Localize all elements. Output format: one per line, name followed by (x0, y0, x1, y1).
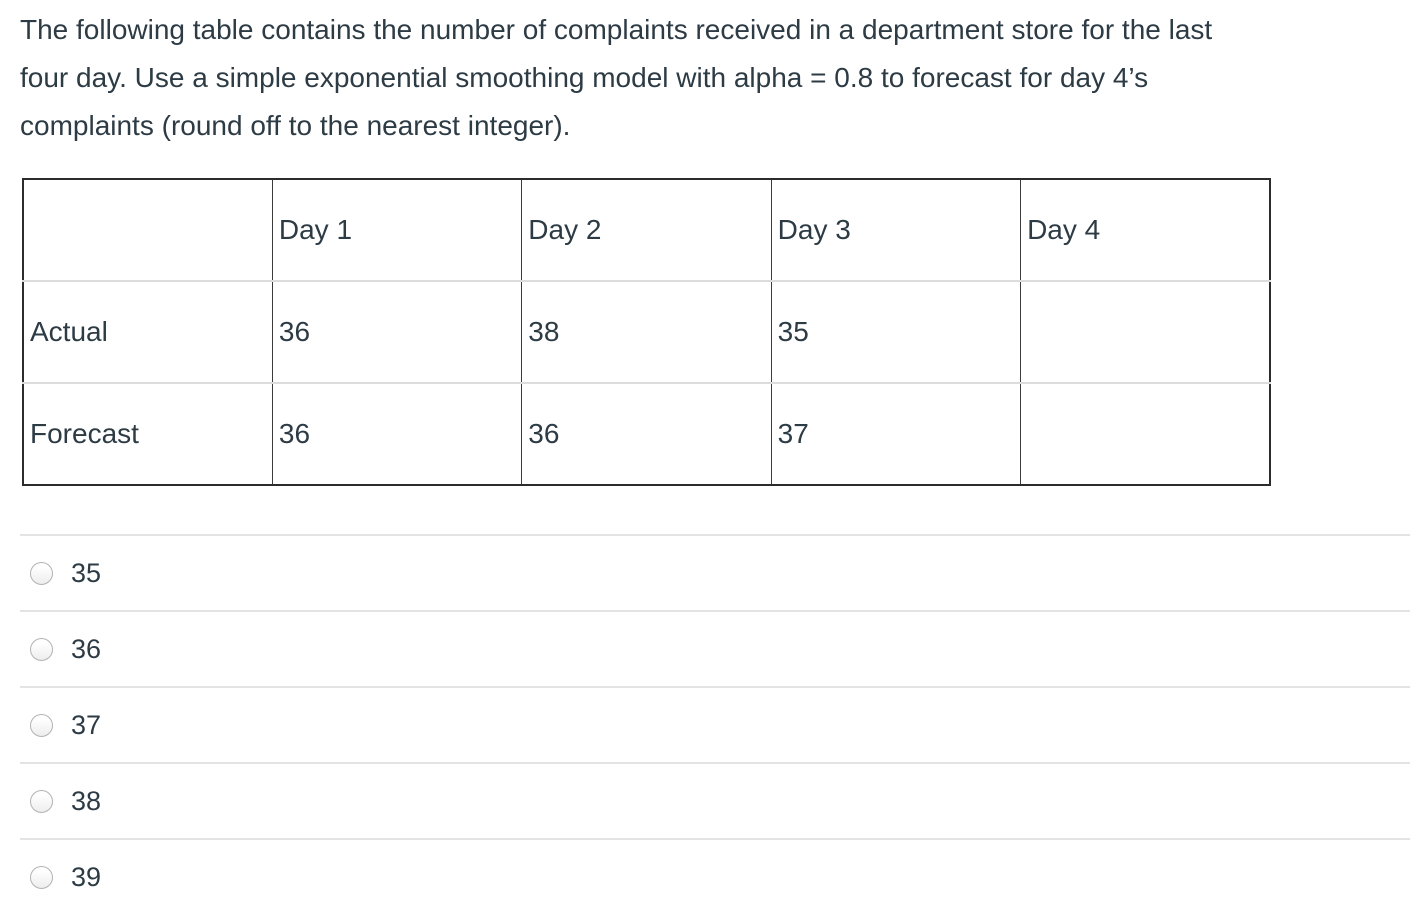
option-label: 38 (71, 785, 102, 816)
question-line: The following table contains the number … (20, 14, 1213, 45)
radio-button[interactable] (30, 637, 53, 661)
radio-button[interactable] (30, 789, 53, 813)
actual-day1-cell: 36 (271, 280, 522, 383)
radio-button[interactable] (30, 713, 53, 737)
question-line: complaints (round off to the nearest int… (20, 110, 571, 141)
table-row-forecast: Forecast 36 36 37 (23, 382, 1270, 485)
row-label-forecast: Forecast (23, 382, 273, 485)
question-line: four day. Use a simple exponential smoot… (20, 62, 1149, 93)
table-header-cell-day1: Day 1 (271, 179, 522, 281)
forecast-day4-cell (1020, 382, 1270, 485)
table-header-cell-day2: Day 2 (521, 179, 772, 281)
radio-button[interactable] (30, 561, 53, 585)
actual-day3-cell: 35 (770, 280, 1021, 383)
forecast-day1-cell: 36 (271, 382, 522, 485)
row-label-actual: Actual (23, 280, 273, 383)
table-header-cell-blank (23, 179, 273, 281)
table-header-cell-day3: Day 3 (770, 179, 1021, 281)
table-row-actual: Actual 36 38 35 (23, 280, 1270, 383)
forecast-day2-cell: 36 (521, 382, 772, 485)
complaints-table: Day 1 Day 2 Day 3 Day 4 Actual 36 38 35 … (22, 178, 1271, 486)
answer-option-39[interactable]: 39 (20, 838, 1410, 912)
forecast-day3-cell: 37 (770, 382, 1021, 485)
actual-day4-cell (1020, 280, 1270, 383)
radio-button[interactable] (30, 865, 53, 889)
option-label: 35 (71, 557, 102, 588)
table-header-row: Day 1 Day 2 Day 3 Day 4 (23, 179, 1270, 281)
option-label: 36 (71, 633, 102, 664)
actual-day2-cell: 38 (521, 280, 772, 383)
table-header-cell-day4: Day 4 (1020, 179, 1270, 281)
option-label: 39 (71, 861, 102, 892)
answer-options-list: 35 36 37 38 39 (0, 534, 1418, 912)
answer-option-36[interactable]: 36 (20, 610, 1410, 686)
answer-option-38[interactable]: 38 (20, 762, 1410, 838)
answer-option-35[interactable]: 35 (20, 534, 1410, 610)
answer-option-37[interactable]: 37 (20, 686, 1410, 762)
option-label: 37 (71, 709, 102, 740)
question-text: The following table contains the number … (0, 0, 1418, 150)
